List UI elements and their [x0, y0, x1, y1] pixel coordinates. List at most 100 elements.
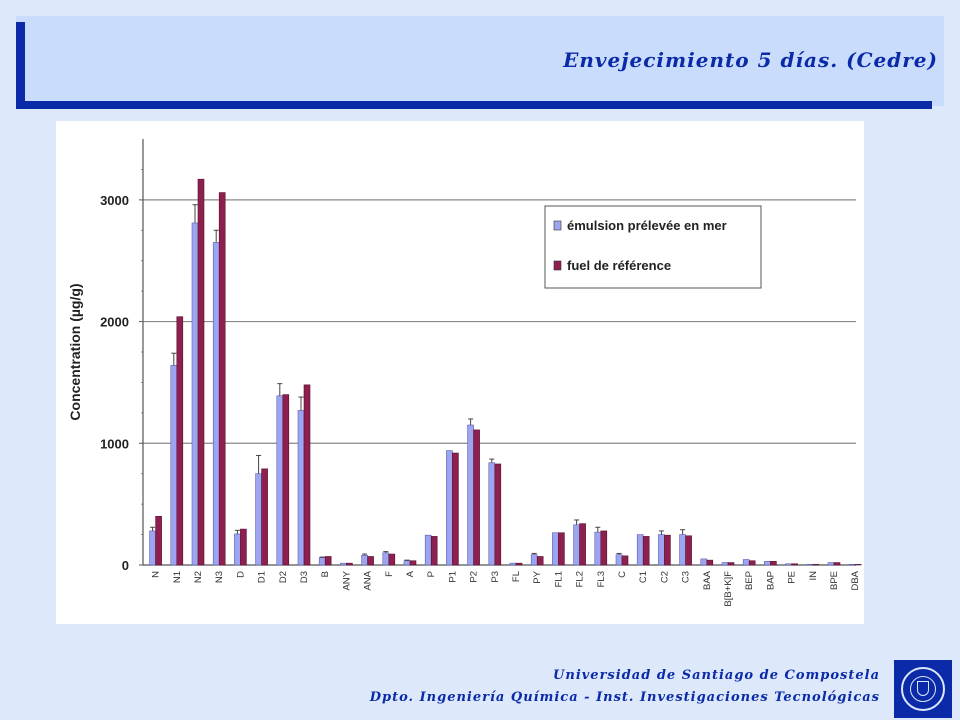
bar — [488, 462, 496, 566]
bar — [664, 534, 671, 566]
x-tick-label: DBA — [850, 570, 861, 590]
bar — [685, 535, 692, 566]
footer-university: Universidad de Santiago de Compostela — [553, 668, 880, 683]
x-tick-label: C — [617, 571, 628, 578]
bar — [791, 563, 798, 566]
bar — [658, 534, 665, 566]
legend-swatch — [553, 220, 562, 231]
bar — [515, 562, 523, 566]
bar — [297, 410, 305, 566]
x-tick-label: ANA — [363, 570, 374, 590]
header-accent-bottom — [16, 101, 932, 109]
bar — [579, 523, 586, 566]
bar — [727, 562, 735, 566]
bar — [530, 554, 538, 566]
bar — [191, 222, 199, 566]
legend-label: émulsion prélevée en mer — [567, 218, 727, 233]
x-tick-label: F — [384, 571, 395, 577]
x-tick-label: N — [151, 571, 162, 578]
x-tick-label: P2 — [469, 571, 480, 583]
x-tick-label: D1 — [257, 571, 268, 583]
x-tick-label: ANY — [341, 570, 352, 590]
bar — [149, 530, 156, 566]
y-tick-label: 0 — [122, 558, 129, 573]
bar — [806, 564, 814, 566]
bar — [234, 533, 241, 566]
bar — [558, 532, 565, 566]
x-tick-label: D2 — [278, 571, 289, 583]
bar — [255, 473, 262, 566]
x-tick-label: FL2 — [575, 571, 586, 587]
bar — [261, 468, 268, 566]
y-tick-label: 3000 — [100, 193, 129, 208]
bar — [833, 562, 841, 566]
bar — [324, 556, 332, 566]
bar — [276, 395, 284, 566]
bar — [303, 384, 311, 566]
bar — [382, 552, 390, 566]
bar — [600, 530, 608, 566]
university-seal-icon — [894, 660, 952, 718]
x-tick-label: PE — [787, 571, 798, 584]
chart-panel: 0 1000 2000 3000 Concentration (µg/g) N N1 N2 N3… — [56, 121, 864, 624]
bar — [494, 463, 502, 566]
x-tick-label: C3 — [681, 571, 692, 583]
bar — [240, 528, 247, 566]
x-tick-label: B — [320, 571, 331, 577]
footer-department: Dpto. Ingeniería Química - Inst. Investi… — [369, 690, 880, 705]
bar — [212, 242, 220, 566]
header-panel — [16, 16, 944, 106]
header-accent-left — [16, 22, 25, 106]
x-tick-label: N3 — [214, 571, 225, 583]
bar — [197, 178, 205, 566]
bar — [594, 531, 602, 566]
bar — [446, 450, 453, 566]
x-tick-label: C1 — [638, 571, 649, 583]
slide-title: Envejecimiento 5 días. (Cedre) — [563, 48, 938, 72]
bar — [388, 553, 396, 566]
bar — [430, 536, 438, 566]
x-tick-label: P — [426, 571, 437, 577]
bar — [700, 558, 708, 566]
bar — [170, 365, 178, 566]
bar — [679, 534, 686, 566]
bar — [367, 556, 374, 566]
x-tick-label: FL3 — [596, 571, 607, 587]
bar — [615, 554, 623, 566]
bar — [424, 534, 432, 566]
x-tick-label: D — [235, 571, 246, 578]
bar — [218, 192, 226, 566]
bar — [155, 516, 162, 566]
x-tick-label: FL — [511, 571, 522, 582]
bar — [403, 560, 411, 566]
bar — [848, 564, 856, 566]
bar — [452, 452, 459, 566]
bar-chart: 0 1000 2000 3000 Concentration (µg/g) N N1 N2 N3… — [67, 139, 862, 607]
bar — [748, 560, 756, 566]
bar — [282, 394, 290, 566]
bar — [827, 562, 835, 566]
legend-label: fuel de référence — [567, 258, 671, 273]
bar — [346, 562, 353, 566]
x-tick-label: P1 — [447, 571, 458, 583]
x-tick-label: IN — [808, 571, 819, 581]
x-tick-label: FL1 — [553, 571, 564, 587]
x-tick-label: D3 — [299, 571, 310, 583]
bar — [770, 561, 777, 566]
bar — [854, 564, 862, 566]
x-tick-label: B[B+K]F — [723, 571, 734, 607]
x-tick-label: BAP — [765, 571, 776, 590]
bar — [552, 532, 559, 566]
x-tick-label: A — [405, 570, 416, 577]
bar — [812, 564, 820, 566]
bar — [636, 534, 644, 566]
x-tick-label: N1 — [172, 571, 183, 583]
legend-box — [544, 205, 762, 289]
bar — [176, 316, 184, 566]
x-tick-label: BEP — [744, 571, 755, 590]
bar — [340, 562, 347, 566]
x-tick-label: BAA — [702, 570, 713, 590]
x-tick-label: BPE — [829, 571, 840, 590]
bar — [642, 536, 650, 566]
bar — [409, 560, 417, 566]
